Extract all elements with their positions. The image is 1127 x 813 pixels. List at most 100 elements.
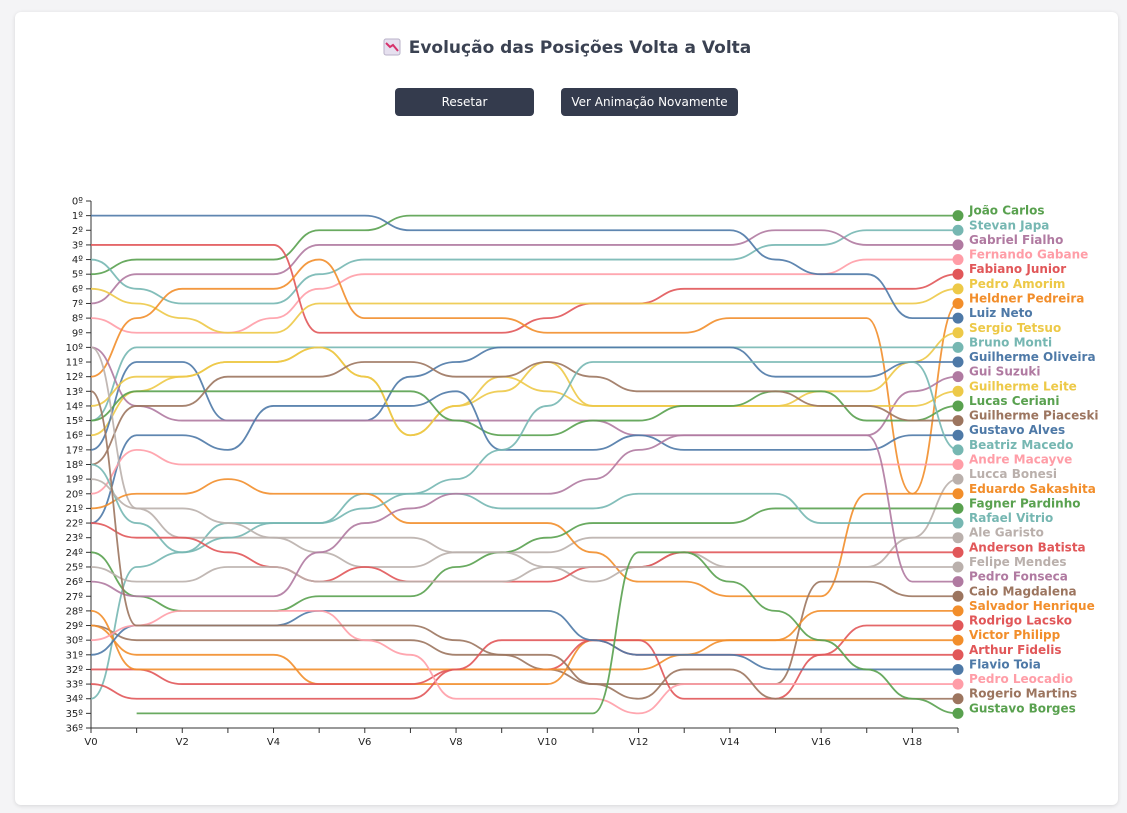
series-label: Ale Garisto [969,526,1044,540]
series-end-marker[interactable] [952,239,964,251]
series-line [90,434,959,598]
y-tick-label: 8º [72,314,83,325]
series-line [90,346,959,554]
series-label: Rogerio Martins [969,687,1077,701]
series-label: Flavio Toia [969,657,1041,671]
series-label: Victor Philipp [969,628,1061,642]
series-label: Eduardo Sakashita [969,482,1096,496]
series-end-marker[interactable] [952,429,964,441]
series-line [90,390,958,524]
y-tick-label: 28º [66,606,84,617]
y-tick-label: 31º [66,650,84,661]
series-end-marker[interactable] [952,473,964,485]
series-label: Heldner Pedreira [969,291,1084,305]
y-tick-label: 10º [66,343,84,354]
series-end-marker[interactable] [952,224,964,236]
series-end-marker[interactable] [952,371,964,383]
y-tick-label: 5º [72,270,83,281]
y-tick-label: 14º [66,401,84,412]
x-tick-label: V8 [449,737,462,748]
x-tick-label: V16 [811,737,831,748]
series-label: Andre Macayve [969,453,1072,467]
series-line [90,390,959,437]
series-line [90,229,958,305]
series-end-marker[interactable] [952,605,964,617]
series-end-marker[interactable] [952,415,964,427]
series-label: Gui Suzuki [969,365,1041,379]
y-tick-label: 18º [66,460,84,471]
series-line [90,478,958,598]
series-end-marker[interactable] [952,327,964,339]
series-label: Felipe Mendes [969,555,1066,569]
series-end-marker[interactable] [952,693,964,705]
y-tick-label: 29º [66,621,84,632]
series-label: Arthur Fidelis [969,643,1062,657]
series-end-marker[interactable] [952,707,964,719]
reset-view-button[interactable]: Resetar Visualização [395,88,534,137]
series-label: Guilherme Leite [969,379,1077,393]
series-end-marker[interactable] [952,620,964,632]
replay-animation-button[interactable]: Ver Animação Novamente [561,88,738,116]
x-tick-label: V6 [358,737,371,748]
y-tick-label: 16º [66,431,84,442]
x-tick-label: V0 [84,737,97,748]
series-label: Salvador Henrique [969,599,1095,613]
series-label: Lucas Ceriani [969,394,1059,408]
series-end-marker[interactable] [952,532,964,544]
series-end-marker[interactable] [952,268,964,280]
series-end-marker[interactable] [952,385,964,397]
series-label: João Carlos [968,204,1045,218]
series-line [90,287,959,334]
y-tick-label: 0º [72,197,83,208]
series-label: Fabiano Junior [969,262,1066,276]
y-tick-label: 7º [72,299,83,310]
y-tick-label: 21º [66,504,84,515]
x-tick-label: V10 [538,737,558,748]
series-label: Rafael Vitrio [969,511,1053,525]
y-tick-label: 19º [66,475,84,486]
series-label: Bruno Monti [969,335,1052,349]
series-end-marker[interactable] [952,459,964,470]
series-end-marker[interactable] [952,488,964,500]
y-tick-label: 35º [66,709,84,720]
series-line [90,522,958,583]
series-label: Fagner Pardinho [969,496,1080,510]
series-label: Luiz Neto [969,306,1033,320]
series-end-marker[interactable] [952,590,964,602]
y-tick-label: 4º [72,255,83,266]
series-lines [90,214,959,715]
series-line [90,346,958,451]
series-end-marker[interactable] [952,663,964,675]
series-end-marker[interactable] [952,634,964,646]
series-end-marker[interactable] [952,546,964,558]
series-end-marker[interactable] [952,210,964,222]
series-line [90,463,958,554]
y-tick-label: 6º [72,284,83,295]
series-end-marker[interactable] [952,356,964,368]
series-end-marker[interactable] [952,502,964,514]
series-end-marker[interactable] [952,400,964,412]
series-end-marker[interactable] [952,444,964,456]
y-tick-label: 1º [72,211,83,222]
series-line [90,580,958,685]
y-tick-label: 32º [66,665,84,676]
series-end-marker[interactable] [952,297,964,309]
series-end-marker[interactable] [952,649,964,661]
series-end-marker[interactable] [952,561,964,573]
series-label: Beatriz Macedo [969,438,1073,452]
x-tick-label: V14 [720,737,740,748]
series-end-marker[interactable] [952,576,964,588]
y-tick-label: 27º [66,592,84,603]
series-end-marker[interactable] [952,517,964,529]
series-end-marker[interactable] [952,312,964,324]
series-end-marker[interactable] [952,254,964,266]
y-tick-label: 11º [66,358,84,369]
series-end-marker[interactable] [952,678,964,690]
series-end-marker[interactable] [952,283,964,295]
series-line [90,361,958,466]
series-label: Stevan Japa [969,218,1049,232]
series-line [90,361,959,700]
series-end-marker[interactable] [952,341,964,353]
